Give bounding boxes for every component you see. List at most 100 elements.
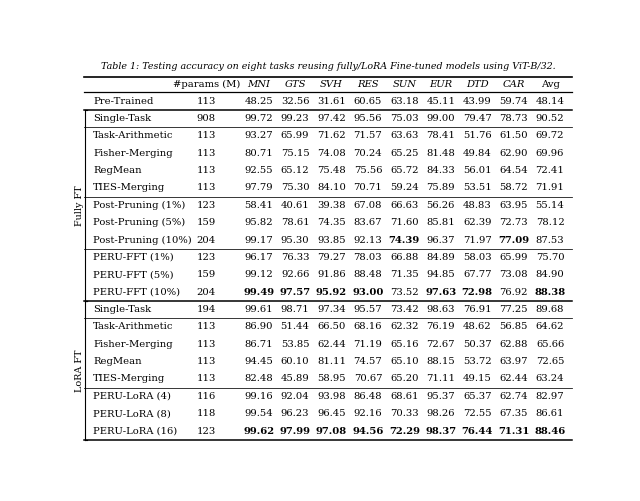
Text: Single-Task: Single-Task — [93, 305, 151, 314]
Text: 63.63: 63.63 — [390, 131, 419, 140]
Text: 62.88: 62.88 — [499, 340, 528, 349]
Text: 84.89: 84.89 — [426, 253, 455, 262]
Text: 58.72: 58.72 — [499, 183, 528, 192]
Text: 31.61: 31.61 — [317, 97, 346, 106]
Text: 65.12: 65.12 — [281, 166, 309, 175]
Text: 96.37: 96.37 — [426, 235, 455, 244]
Text: 75.30: 75.30 — [281, 183, 309, 192]
Text: 92.55: 92.55 — [244, 166, 273, 175]
Text: 51.76: 51.76 — [463, 131, 492, 140]
Text: 98.63: 98.63 — [426, 305, 455, 314]
Text: 74.57: 74.57 — [353, 357, 382, 366]
Text: RES: RES — [357, 80, 379, 89]
Text: SVH: SVH — [320, 80, 343, 89]
Text: 51.44: 51.44 — [280, 322, 310, 331]
Text: 84.10: 84.10 — [317, 183, 346, 192]
Text: 77.25: 77.25 — [499, 305, 528, 314]
Text: 116: 116 — [196, 392, 216, 401]
Text: 71.35: 71.35 — [390, 270, 419, 279]
Text: 84.90: 84.90 — [536, 270, 564, 279]
Text: Fisher-Merging: Fisher-Merging — [93, 340, 173, 349]
Text: 95.92: 95.92 — [316, 288, 347, 297]
Text: 99.23: 99.23 — [281, 114, 309, 123]
Text: 96.45: 96.45 — [317, 409, 346, 418]
Text: 73.08: 73.08 — [499, 270, 528, 279]
Text: 60.65: 60.65 — [354, 97, 382, 106]
Text: 92.04: 92.04 — [281, 392, 309, 401]
Text: DTD: DTD — [466, 80, 488, 89]
Text: 59.24: 59.24 — [390, 183, 419, 192]
Text: 88.48: 88.48 — [353, 270, 382, 279]
Text: 63.95: 63.95 — [499, 201, 528, 210]
Text: 76.44: 76.44 — [461, 426, 493, 435]
Text: 159: 159 — [196, 218, 216, 227]
Text: 74.39: 74.39 — [388, 235, 420, 244]
Text: 78.03: 78.03 — [354, 253, 382, 262]
Text: TIES-Merging: TIES-Merging — [93, 374, 165, 383]
Text: 66.63: 66.63 — [390, 201, 419, 210]
Text: 81.11: 81.11 — [317, 357, 346, 366]
Text: 64.54: 64.54 — [499, 166, 528, 175]
Text: 97.08: 97.08 — [316, 426, 347, 435]
Text: 204: 204 — [196, 235, 216, 244]
Text: Post-Pruning (1%): Post-Pruning (1%) — [93, 201, 186, 210]
Text: 78.12: 78.12 — [536, 218, 564, 227]
Text: 56.26: 56.26 — [427, 201, 455, 210]
Text: 99.17: 99.17 — [244, 235, 273, 244]
Text: 65.99: 65.99 — [499, 253, 528, 262]
Text: PERU-LoRA (8): PERU-LoRA (8) — [93, 409, 171, 418]
Text: 113: 113 — [196, 357, 216, 366]
Text: 62.32: 62.32 — [390, 322, 419, 331]
Text: Task-Arithmetic: Task-Arithmetic — [93, 322, 173, 331]
Text: 99.54: 99.54 — [244, 409, 273, 418]
Text: 113: 113 — [196, 149, 216, 158]
Text: 71.11: 71.11 — [426, 374, 455, 383]
Text: 75.89: 75.89 — [426, 183, 455, 192]
Text: 65.66: 65.66 — [536, 340, 564, 349]
Text: RegMean: RegMean — [93, 166, 142, 175]
Text: 49.84: 49.84 — [463, 149, 492, 158]
Text: 69.72: 69.72 — [536, 131, 564, 140]
Text: PERU-LoRA (4): PERU-LoRA (4) — [93, 392, 171, 401]
Text: 113: 113 — [196, 166, 216, 175]
Text: 67.77: 67.77 — [463, 270, 492, 279]
Text: 99.72: 99.72 — [244, 114, 273, 123]
Text: 92.66: 92.66 — [281, 270, 309, 279]
Text: 118: 118 — [196, 409, 216, 418]
Text: 113: 113 — [196, 374, 216, 383]
Text: PERU-FFT (5%): PERU-FFT (5%) — [93, 270, 174, 279]
Text: 73.52: 73.52 — [390, 288, 419, 297]
Text: 60.10: 60.10 — [281, 357, 309, 366]
Text: 80.71: 80.71 — [244, 149, 273, 158]
Text: 66.50: 66.50 — [317, 322, 346, 331]
Text: 113: 113 — [196, 183, 216, 192]
Text: GTS: GTS — [284, 80, 306, 89]
Text: 97.42: 97.42 — [317, 114, 346, 123]
Text: 70.67: 70.67 — [354, 374, 382, 383]
Text: 75.48: 75.48 — [317, 166, 346, 175]
Text: 86.48: 86.48 — [354, 392, 382, 401]
Text: 75.03: 75.03 — [390, 114, 419, 123]
Text: 96.23: 96.23 — [281, 409, 309, 418]
Text: 75.56: 75.56 — [354, 166, 382, 175]
Text: Task-Arithmetic: Task-Arithmetic — [93, 131, 173, 140]
Text: 65.72: 65.72 — [390, 166, 419, 175]
Text: 58.95: 58.95 — [317, 374, 346, 383]
Text: 65.25: 65.25 — [390, 149, 419, 158]
Text: 89.68: 89.68 — [536, 305, 564, 314]
Text: 56.01: 56.01 — [463, 166, 492, 175]
Text: 63.24: 63.24 — [536, 374, 564, 383]
Text: 62.44: 62.44 — [499, 374, 528, 383]
Text: 62.74: 62.74 — [499, 392, 528, 401]
Text: 98.71: 98.71 — [281, 305, 309, 314]
Text: 62.90: 62.90 — [499, 149, 528, 158]
Text: 78.73: 78.73 — [499, 114, 528, 123]
Text: 65.99: 65.99 — [281, 131, 309, 140]
Text: 65.16: 65.16 — [390, 340, 419, 349]
Text: TIES-Merging: TIES-Merging — [93, 183, 165, 192]
Text: 95.37: 95.37 — [426, 392, 455, 401]
Text: SUN: SUN — [392, 80, 417, 89]
Text: Single-Task: Single-Task — [93, 114, 151, 123]
Text: 95.30: 95.30 — [281, 235, 309, 244]
Text: 93.00: 93.00 — [352, 288, 383, 297]
